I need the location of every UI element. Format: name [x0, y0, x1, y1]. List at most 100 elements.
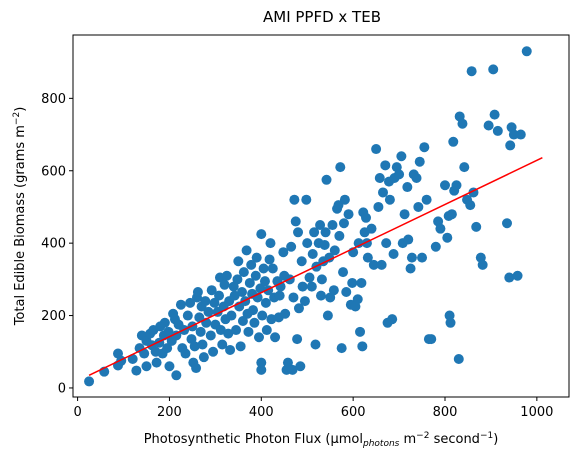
scatter-point: [267, 263, 278, 274]
scatter-point: [488, 64, 499, 75]
scatter-point: [235, 341, 246, 352]
scatter-point: [243, 326, 254, 337]
scatter-points: [84, 46, 532, 387]
scatter-point: [127, 353, 138, 364]
scatter-point: [197, 339, 208, 350]
y-axis-label-suffix: ): [13, 107, 28, 112]
scatter-point: [203, 306, 214, 317]
scatter-point: [483, 120, 494, 131]
scatter-point: [233, 256, 244, 267]
scatter-point: [489, 109, 500, 120]
scatter-point: [414, 156, 425, 167]
scatter-point: [505, 140, 516, 151]
scatter-point: [259, 276, 270, 287]
scatter-point: [151, 357, 162, 368]
scatter-point: [504, 272, 515, 283]
scatter-point: [320, 227, 331, 238]
scatter-point: [293, 227, 304, 238]
scatter-point: [180, 348, 191, 359]
scatter-point: [371, 144, 382, 155]
scatter-point: [388, 249, 399, 260]
scatter-point: [249, 317, 260, 328]
scatter-point: [302, 238, 313, 249]
scatter-point: [250, 270, 261, 281]
fit-line: [88, 157, 543, 376]
scatter-point: [164, 361, 175, 372]
scatter-point: [347, 277, 358, 288]
scatter-point: [255, 283, 266, 294]
scatter-point: [405, 263, 416, 274]
scatter-point: [286, 241, 297, 252]
scatter-point: [306, 281, 317, 292]
scatter-point: [270, 332, 281, 343]
scatter-point: [413, 201, 424, 212]
y-tick-label: 800: [41, 92, 66, 107]
x-axis-label-suffix: ): [493, 432, 498, 447]
scatter-point: [352, 294, 363, 305]
scatter-point: [84, 376, 95, 387]
scatter-point: [191, 363, 202, 374]
scatter-point: [361, 212, 372, 223]
scatter-point: [442, 232, 453, 243]
scatter-point: [430, 241, 441, 252]
scatter-point: [376, 259, 387, 270]
x-tick-label: 1000: [520, 405, 553, 420]
scatter-point: [278, 247, 289, 258]
scatter-point: [310, 339, 321, 350]
scatter-point: [334, 230, 345, 241]
y-axis: 0 200 400 600 800: [41, 92, 73, 396]
scatter-point: [254, 332, 264, 343]
scatter-point: [131, 365, 142, 376]
scatter-point: [225, 344, 236, 355]
scatter-point: [246, 259, 257, 270]
fit-line-layer: [88, 157, 543, 376]
scatter-point: [411, 172, 422, 183]
scatter-point: [374, 172, 385, 183]
scatter-point: [451, 180, 462, 191]
scatter-point: [403, 234, 414, 245]
scatter-point: [338, 218, 349, 229]
y-tick-label: 200: [41, 309, 66, 324]
scatter-point: [387, 314, 398, 325]
scatter-point: [512, 270, 523, 281]
scatter-point: [219, 279, 230, 290]
scatter-point: [339, 194, 350, 205]
scatter-point: [419, 142, 430, 153]
scatter-point: [260, 297, 271, 308]
scatter-point: [378, 187, 388, 198]
scatter-point: [256, 364, 267, 375]
scatter-point: [362, 252, 373, 263]
y-tick-label: 0: [58, 381, 66, 396]
x-axis-label-sup1: −2: [416, 431, 429, 441]
scatter-point: [396, 151, 407, 162]
scatter-point: [198, 352, 209, 363]
scatter-point: [368, 259, 379, 270]
x-tick-label: 0: [73, 405, 81, 420]
scatter-point: [502, 218, 512, 229]
scatter-point: [244, 277, 255, 288]
scatter-point: [440, 180, 450, 191]
scatter-point: [315, 220, 326, 231]
scatter-point: [232, 274, 243, 285]
scatter-point: [381, 238, 392, 249]
scatter-point: [356, 277, 367, 288]
scatter-point: [192, 287, 203, 298]
x-axis: 0 200 400 600 800 1000: [73, 397, 553, 420]
scatter-point: [301, 194, 312, 205]
scatter-point: [304, 272, 315, 283]
y-axis-label: Total Edible Biomass (grams m−2): [12, 107, 28, 327]
y-tick-label: 600: [41, 164, 66, 179]
scatter-point: [141, 361, 152, 372]
scatter-point: [328, 285, 339, 296]
scatter-point: [290, 216, 301, 227]
scatter-point: [217, 339, 228, 350]
scatter-point: [209, 297, 220, 308]
scatter-point: [399, 209, 410, 220]
plot-frame: [72, 34, 570, 398]
scatter-point: [327, 220, 338, 231]
scatter-point: [322, 310, 333, 321]
scatter-point: [221, 270, 232, 281]
scatter-point: [296, 256, 307, 267]
y-tick-label: 400: [41, 237, 66, 252]
scatter-point: [162, 343, 173, 354]
